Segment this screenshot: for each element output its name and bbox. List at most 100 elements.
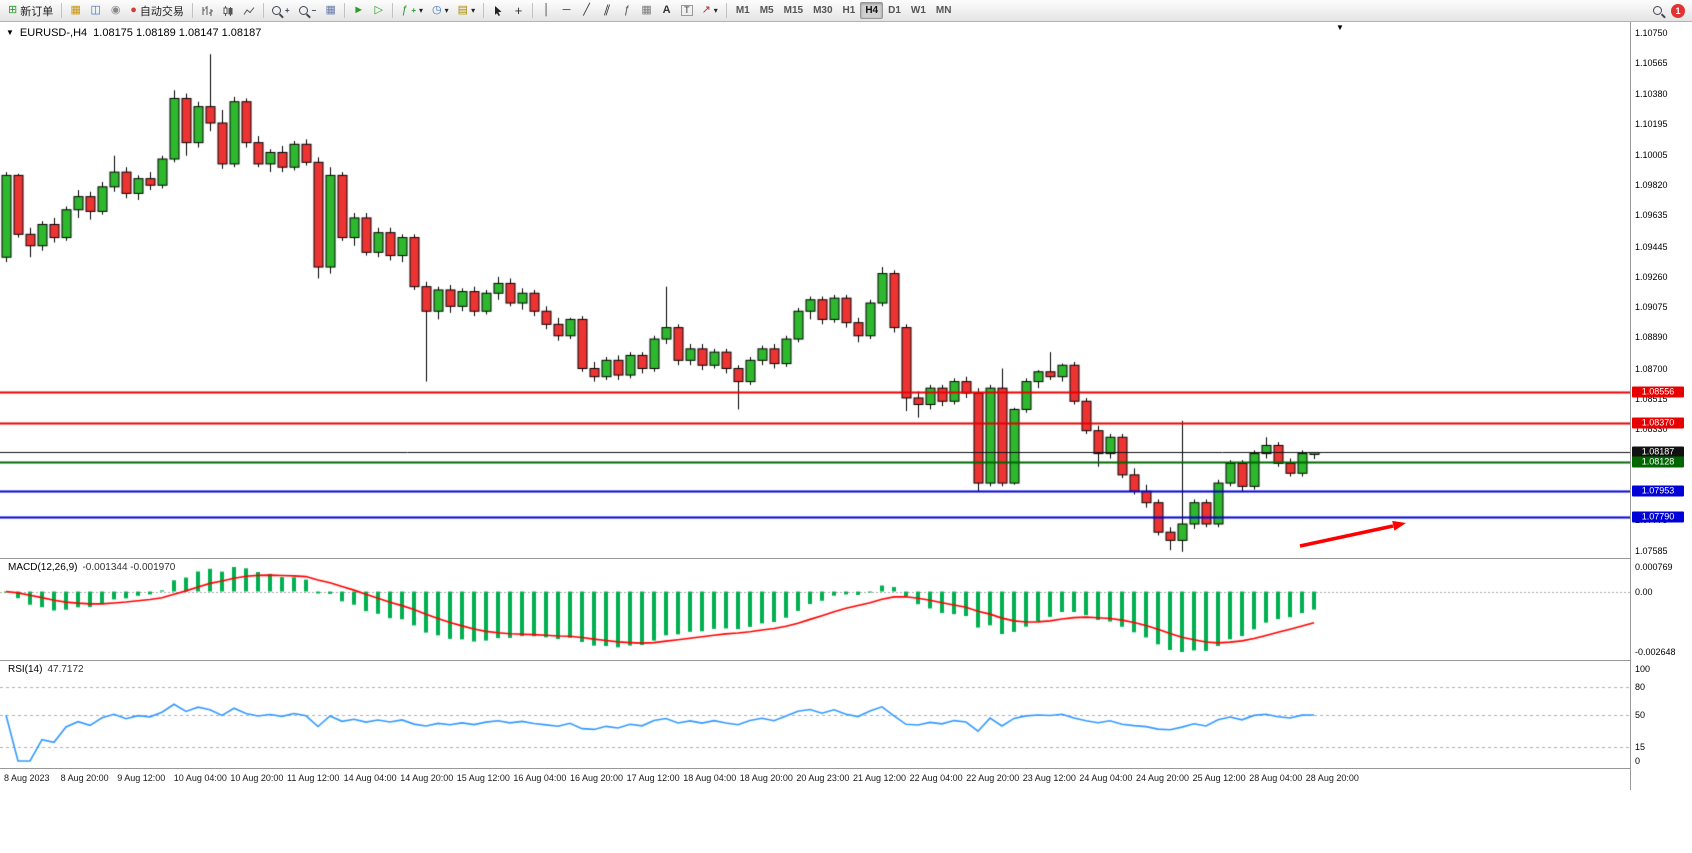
indicators-button[interactable]: ƒ + ▾: [397, 1, 427, 20]
zoom-in-plus: +: [284, 6, 290, 15]
timeframe-d1[interactable]: D1: [888, 5, 901, 16]
time-axis-label: 20 Aug 23:00: [796, 773, 850, 783]
time-axis-label: 10 Aug 20:00: [230, 773, 284, 783]
chart-window-button[interactable]: ▦: [66, 1, 85, 20]
timeframe-group: M1 M5 M15 M30 H1 H4 D1 W1 MN: [731, 2, 957, 19]
hosting-button[interactable]: ◉: [106, 1, 125, 20]
line-chart-icon: [243, 6, 255, 15]
time-axis-label: 8 Aug 2023: [4, 773, 50, 783]
rsi-axis-label: 0: [1635, 756, 1641, 766]
time-axis-label: 18 Aug 04:00: [683, 773, 737, 783]
timeframe-h1[interactable]: H1: [842, 5, 856, 16]
panel-divider[interactable]: [0, 558, 1692, 559]
hosting-icon: ◉: [110, 4, 121, 16]
indicators-icon: ƒ: [401, 4, 408, 16]
price-line-badge: 1.08370: [1632, 417, 1684, 429]
timeframe-m30[interactable]: M30: [813, 5, 833, 16]
auto-scroll-icon: ►: [353, 4, 365, 16]
chart-symbol-period: EURUSD-,H4: [19, 27, 88, 39]
bar-chart-button[interactable]: [197, 1, 217, 20]
toolbar-separator: [392, 3, 394, 18]
timeframe-h4[interactable]: H4: [860, 2, 884, 19]
time-axis: 8 Aug 2023 8 Aug 20:00 9 Aug 12:00 10 Aug 0…: [0, 769, 1630, 789]
price-axis-label: 1.10195: [1635, 118, 1668, 129]
zoom-in-button[interactable]: +: [268, 1, 294, 20]
time-axis-label: 24 Aug 20:00: [1136, 773, 1190, 783]
rsi-indicator-canvas[interactable]: [0, 661, 1630, 768]
line-chart-button[interactable]: [239, 1, 259, 20]
panel-divider[interactable]: [0, 660, 1692, 661]
candlestick-chart-button[interactable]: [218, 1, 238, 20]
time-axis-label: 9 Aug 12:00: [117, 773, 166, 783]
toolbar: ⊞ 新订单 ▦ ◫ ◉ ● 自动交易 + − ▦ ► ▷ ƒ + ▾: [0, 0, 1692, 22]
macd-axis-max: 0.000769: [1635, 562, 1673, 572]
timeframe-m1[interactable]: M1: [735, 5, 750, 16]
time-axis-label: 28 Aug 20:00: [1305, 773, 1359, 783]
templates-button[interactable]: ▤ ▾: [454, 1, 479, 20]
trendline-button[interactable]: ╱: [577, 1, 596, 20]
cursor-button[interactable]: [488, 1, 508, 20]
text-label-button[interactable]: T: [677, 1, 697, 20]
toolbar-separator: [61, 3, 63, 18]
scroll-to-end-marker[interactable]: ▼: [1336, 23, 1344, 32]
chart-header: ▼ EURUSD-,H4 1.08175 1.08189 1.08147 1.0…: [6, 27, 261, 39]
autotrading-label: 自动交易: [139, 5, 184, 18]
time-axis-label: 28 Aug 04:00: [1249, 773, 1303, 783]
timeframe-w1[interactable]: W1: [910, 5, 926, 16]
time-axis-label: 10 Aug 04:00: [173, 773, 227, 783]
chart-shift-button[interactable]: ▷: [369, 1, 388, 20]
price-axis-label: 1.07585: [1635, 546, 1668, 556]
rsi-axis-label: 15: [1635, 742, 1646, 753]
crosshair-button[interactable]: +: [509, 1, 528, 20]
rsi-axis-label: 80: [1635, 682, 1646, 693]
cursor-icon: [495, 5, 502, 16]
time-axis-label: 24 Aug 04:00: [1079, 773, 1133, 783]
new-chart-icon: ◫: [90, 4, 101, 16]
time-axis-label: 17 Aug 12:00: [626, 773, 680, 783]
tile-windows-button[interactable]: ▦: [321, 1, 340, 20]
trendline-icon: ╱: [583, 4, 590, 16]
price-chart-canvas[interactable]: [0, 22, 1630, 558]
channel-button[interactable]: ∥: [597, 1, 616, 20]
new-order-icon: ⊞: [8, 4, 18, 16]
autotrading-icon: ●: [130, 4, 137, 16]
one-click-panel-toggle[interactable]: ▼: [6, 28, 14, 37]
search-icon: [1653, 6, 1662, 15]
text-button[interactable]: A: [657, 1, 676, 20]
notification-count: 1: [1675, 5, 1681, 16]
shapes-button[interactable]: ▦: [637, 1, 656, 20]
timeframe-m15[interactable]: M15: [783, 5, 804, 16]
periods-button[interactable]: ◷ ▾: [428, 1, 453, 20]
new-order-label: 新订单: [20, 5, 54, 18]
bar-chart-icon: [202, 5, 213, 16]
new-chart-button[interactable]: ◫: [86, 1, 105, 20]
chart-window-icon: ▦: [70, 4, 81, 16]
rsi-name: RSI(14): [8, 664, 43, 675]
autotrading-button[interactable]: ● 自动交易: [126, 1, 188, 20]
zoom-out-button[interactable]: −: [295, 1, 321, 20]
time-axis-label: 16 Aug 20:00: [570, 773, 624, 783]
fibonacci-button[interactable]: ƒ: [617, 1, 636, 20]
search-button[interactable]: [1648, 1, 1667, 20]
toolbar-separator: [532, 3, 534, 18]
zoom-out-icon: [298, 6, 308, 15]
horizontal-line-button[interactable]: ─: [557, 1, 576, 20]
arrows-tool-icon: ↗: [701, 4, 711, 16]
macd-indicator-canvas[interactable]: [0, 559, 1630, 660]
price-axis-label: 1.09075: [1635, 302, 1668, 313]
shapes-icon: ▦: [641, 4, 652, 16]
candlestick-chart-icon: [223, 5, 233, 16]
chart-shift-icon: ▷: [374, 4, 383, 16]
notification-badge[interactable]: 1: [1671, 3, 1685, 18]
new-order-button[interactable]: ⊞ 新订单: [4, 1, 57, 20]
trend-arrow-annotation[interactable]: [1292, 513, 1422, 555]
timeframe-mn[interactable]: MN: [935, 5, 952, 16]
vertical-line-button[interactable]: │: [537, 1, 556, 20]
arrows-tool-button[interactable]: ↗ ▾: [698, 1, 722, 20]
price-axis-label: 1.08330: [1635, 424, 1668, 435]
time-axis-label: 22 Aug 04:00: [909, 773, 963, 783]
timeframe-m5[interactable]: M5: [759, 5, 774, 16]
auto-scroll-button[interactable]: ►: [349, 1, 368, 20]
macd-name: MACD(12,26,9): [8, 562, 78, 573]
